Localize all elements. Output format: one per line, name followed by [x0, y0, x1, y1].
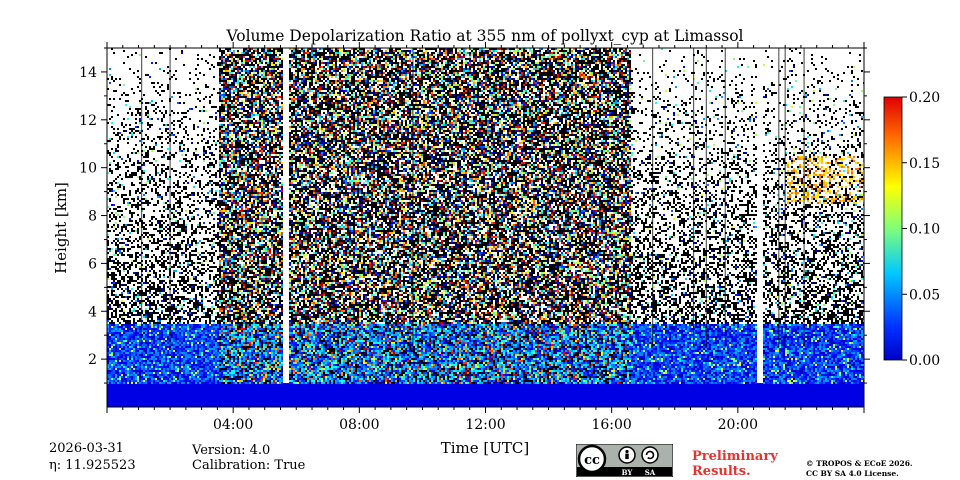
x-tick-label: 04:00	[213, 417, 253, 433]
y-tick-label: 4	[88, 304, 97, 320]
x-axis-label: Time [UTC]	[441, 439, 530, 457]
preliminary-results-note: Preliminary Results.	[692, 449, 778, 479]
plot-area	[107, 48, 865, 407]
y-tick-label: 8	[88, 209, 97, 225]
depol-figure: Volume Depolarization Ratio at 355 nm of…	[0, 0, 960, 480]
colorbar-ticks: 0.00 0.05 0.10 0.15 0.20	[902, 90, 940, 369]
x-tick-label: 16:00	[591, 417, 631, 433]
copyright-note: © TROPOS & ECoE 2026. CC BY SA 4.0 Licen…	[806, 459, 913, 479]
preliminary-line-1: Preliminary	[692, 449, 778, 464]
x-tick-label: 08:00	[339, 417, 379, 433]
colorbar-tick-label: 0.15	[909, 156, 940, 172]
y-axis-label: Height [km]	[52, 182, 70, 274]
y-tick-label: 10	[79, 161, 97, 177]
x-tick-label: 20:00	[718, 417, 758, 433]
y-tick-label: 12	[79, 113, 97, 129]
colorbar-tick-label: 0.20	[909, 90, 940, 106]
y-tick-label: 2	[88, 352, 97, 368]
copyright-line-1: © TROPOS & ECoE 2026.	[806, 459, 913, 469]
near-surface-aerosol-band	[107, 383, 864, 407]
eta-value: η: 11.925523	[49, 457, 136, 474]
colorbar-tick-label: 0.05	[909, 287, 940, 303]
colorbar	[884, 97, 902, 360]
y-tick-label: 14	[79, 65, 97, 81]
sa-label: SA	[645, 468, 656, 477]
chart-title: Volume Depolarization Ratio at 355 nm of…	[225, 27, 743, 45]
x-tick-label: 12:00	[465, 417, 505, 433]
by-label: BY	[622, 468, 634, 477]
copyright-line-2: CC BY SA 4.0 License.	[806, 469, 913, 479]
y-tick-label: 6	[88, 256, 97, 272]
cc-by-sa-badge: cc BY SA	[576, 444, 673, 477]
colorbar-tick-label: 0.10	[909, 222, 940, 238]
colorbar-tick-label: 0.00	[909, 353, 940, 369]
calibration-label: Calibration: True	[192, 457, 305, 474]
cc-icon-text: cc	[584, 453, 600, 468]
preliminary-line-2: Results.	[692, 464, 778, 479]
share-alike-icon	[642, 447, 658, 463]
measurement-date: 2026-03-31	[49, 440, 124, 457]
